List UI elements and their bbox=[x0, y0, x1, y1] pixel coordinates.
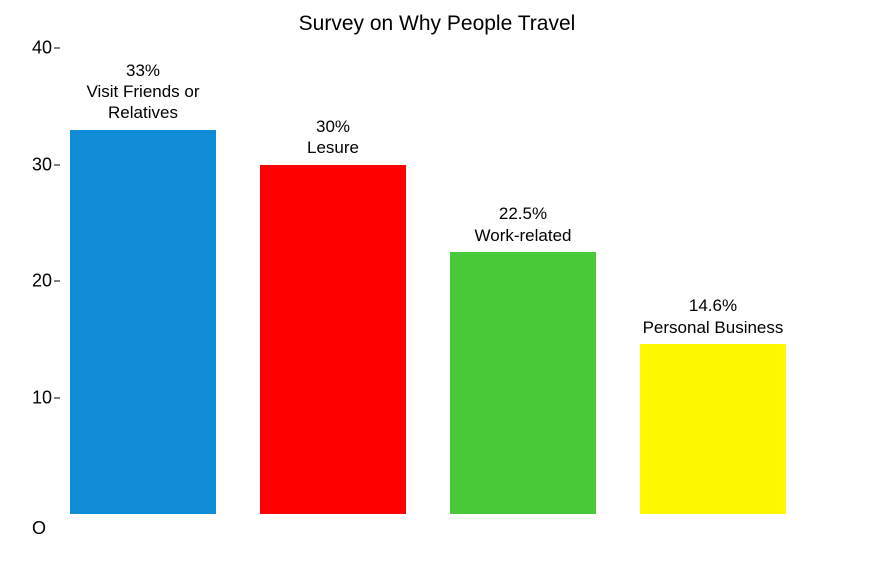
chart-container: Survey on Why People Travel O 1020304033… bbox=[0, 0, 874, 566]
y-tick-label: 30 bbox=[32, 154, 52, 175]
bar: 14.6%Personal Business bbox=[640, 344, 786, 514]
bar-percent: 33% bbox=[68, 60, 218, 81]
bar-name-line: Lesure bbox=[263, 137, 403, 158]
y-tick-label: 10 bbox=[32, 387, 52, 408]
chart-title: Survey on Why People Travel bbox=[0, 12, 874, 36]
y-tick-label: 40 bbox=[32, 38, 52, 59]
bar-name-line: Relatives bbox=[68, 102, 218, 123]
origin-label: O bbox=[32, 518, 46, 539]
bar-label: 30%Lesure bbox=[263, 116, 403, 159]
plot-area: O 1020304033%Visit Friends orRelatives30… bbox=[60, 48, 854, 514]
bar-name-line: Work-related bbox=[443, 225, 603, 246]
y-tick-mark bbox=[54, 397, 60, 398]
bar-label: 22.5%Work-related bbox=[443, 203, 603, 246]
bar-percent: 14.6% bbox=[623, 295, 803, 316]
y-tick-label: 20 bbox=[32, 271, 52, 292]
bar-name-line: Personal Business bbox=[623, 317, 803, 338]
bar: 22.5%Work-related bbox=[450, 252, 596, 514]
bar-percent: 30% bbox=[263, 116, 403, 137]
bar-percent: 22.5% bbox=[443, 203, 603, 224]
bar-label: 33%Visit Friends orRelatives bbox=[68, 60, 218, 124]
y-tick-mark bbox=[54, 48, 60, 49]
bar-label: 14.6%Personal Business bbox=[623, 295, 803, 338]
y-tick-mark bbox=[54, 164, 60, 165]
bar: 33%Visit Friends orRelatives bbox=[70, 130, 216, 514]
bar-name-line: Visit Friends or bbox=[68, 81, 218, 102]
y-tick-mark bbox=[54, 281, 60, 282]
bar: 30%Lesure bbox=[260, 165, 406, 515]
